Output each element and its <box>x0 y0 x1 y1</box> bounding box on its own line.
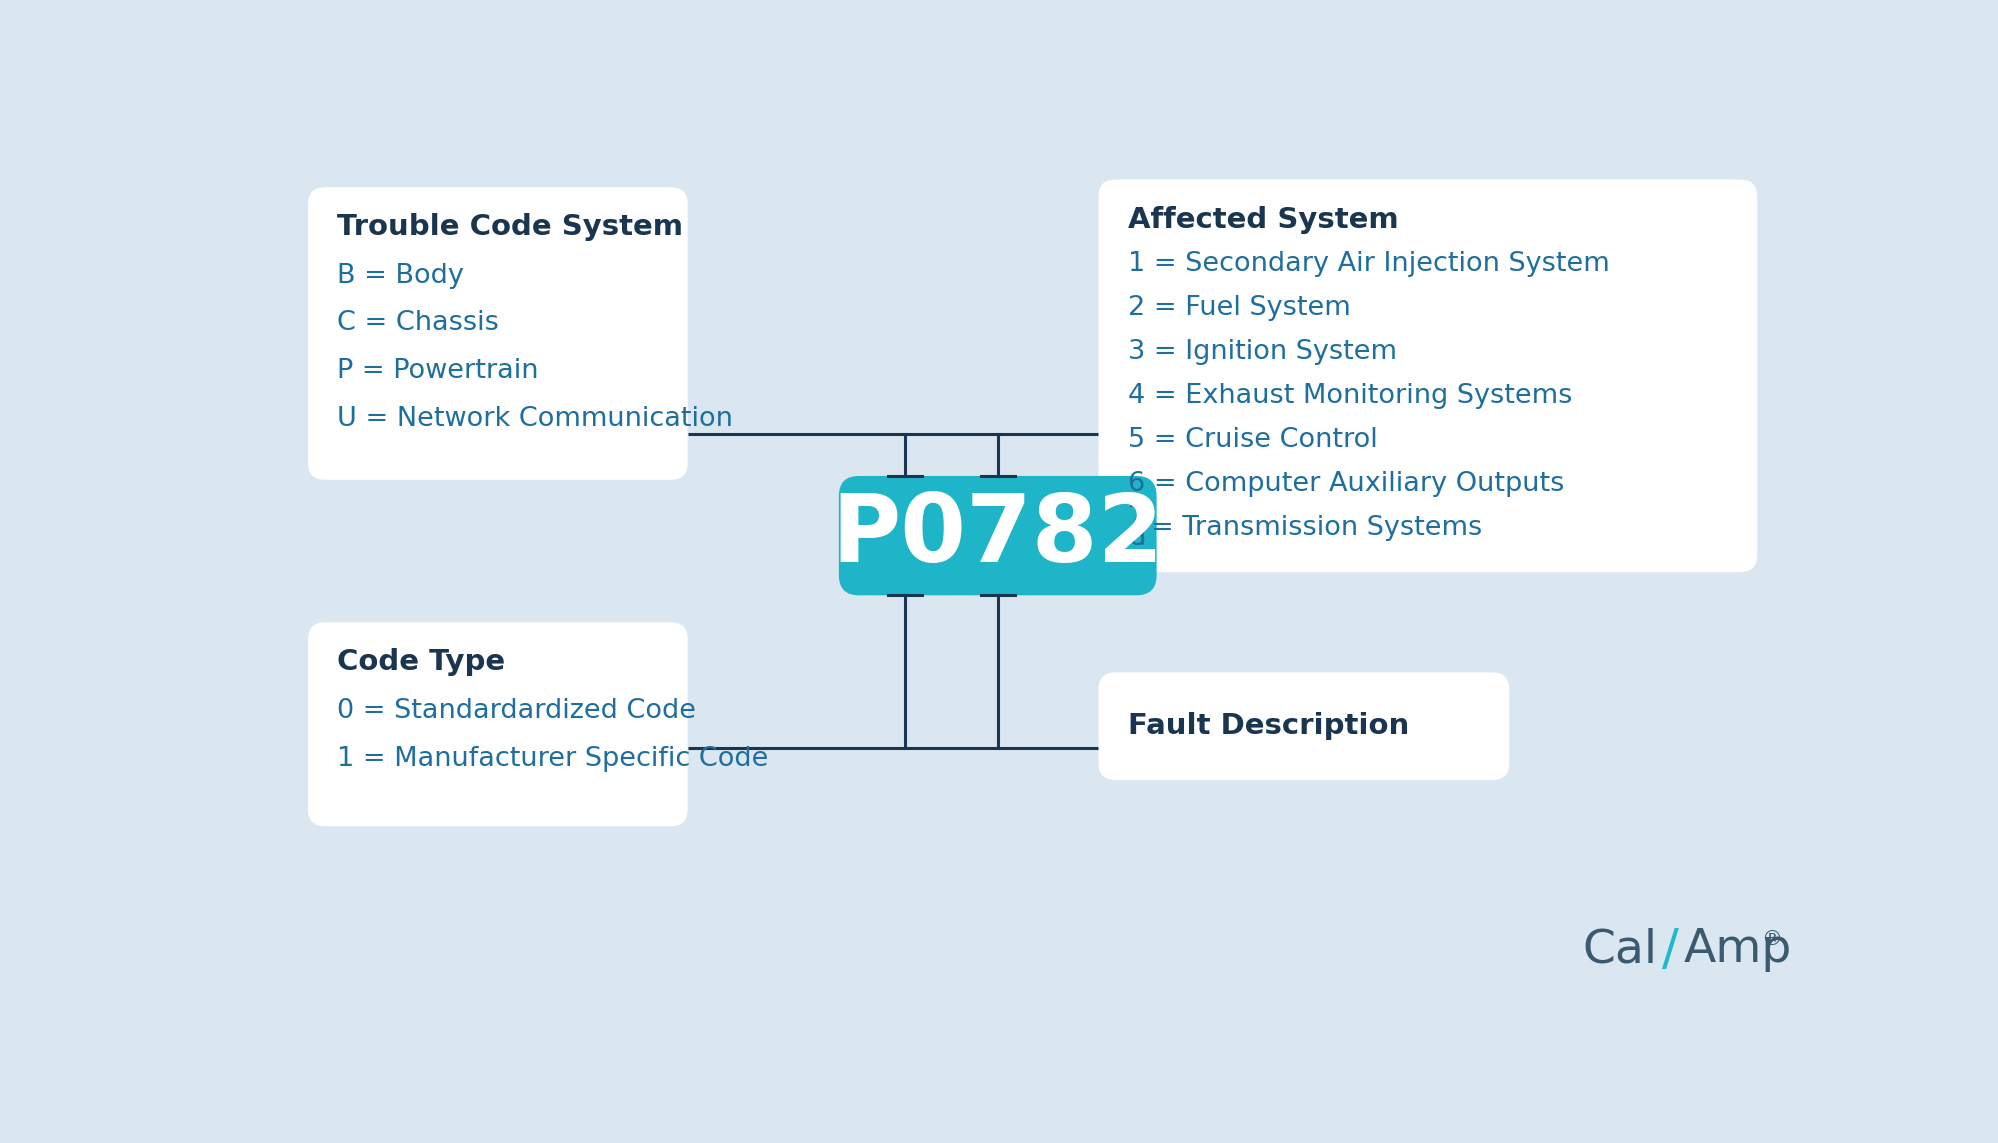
Text: P = Powertrain: P = Powertrain <box>338 358 539 384</box>
Text: U = Network Communication: U = Network Communication <box>338 406 733 432</box>
FancyBboxPatch shape <box>1099 672 1508 781</box>
Text: 5 = Cruise Control: 5 = Cruise Control <box>1127 426 1377 453</box>
Text: Code Type: Code Type <box>338 648 505 677</box>
Text: Affected System: Affected System <box>1127 206 1399 233</box>
Text: /: / <box>1660 926 1678 974</box>
FancyBboxPatch shape <box>308 187 687 480</box>
Text: 1 = Manufacturer Specific Code: 1 = Manufacturer Specific Code <box>338 745 769 772</box>
Text: 1 = Secondary Air Injection System: 1 = Secondary Air Injection System <box>1127 251 1608 278</box>
Text: Fault Description: Fault Description <box>1127 712 1409 741</box>
Text: 0 = Standardardized Code: 0 = Standardardized Code <box>338 698 695 724</box>
Text: 4 = Exhaust Monitoring Systems: 4 = Exhaust Monitoring Systems <box>1127 383 1572 409</box>
Text: B = Body: B = Body <box>338 263 464 289</box>
Text: Amp: Amp <box>1682 927 1790 972</box>
Text: C = Chassis: C = Chassis <box>338 311 500 336</box>
Text: 8: 8 <box>1127 526 1145 551</box>
Text: 3 = Ignition System: 3 = Ignition System <box>1127 339 1397 365</box>
FancyBboxPatch shape <box>1099 179 1756 573</box>
FancyBboxPatch shape <box>839 475 1157 596</box>
Text: P0782: P0782 <box>831 489 1163 582</box>
Text: Cal: Cal <box>1582 927 1656 972</box>
FancyBboxPatch shape <box>308 622 687 826</box>
Text: = Transmission Systems: = Transmission Systems <box>1151 514 1483 541</box>
Text: ®: ® <box>1760 929 1780 949</box>
Text: 7: 7 <box>1127 504 1145 530</box>
Text: Trouble Code System: Trouble Code System <box>338 214 683 241</box>
Text: 2 = Fuel System: 2 = Fuel System <box>1127 295 1351 321</box>
Text: 6 = Computer Auxiliary Outputs: 6 = Computer Auxiliary Outputs <box>1127 471 1564 497</box>
